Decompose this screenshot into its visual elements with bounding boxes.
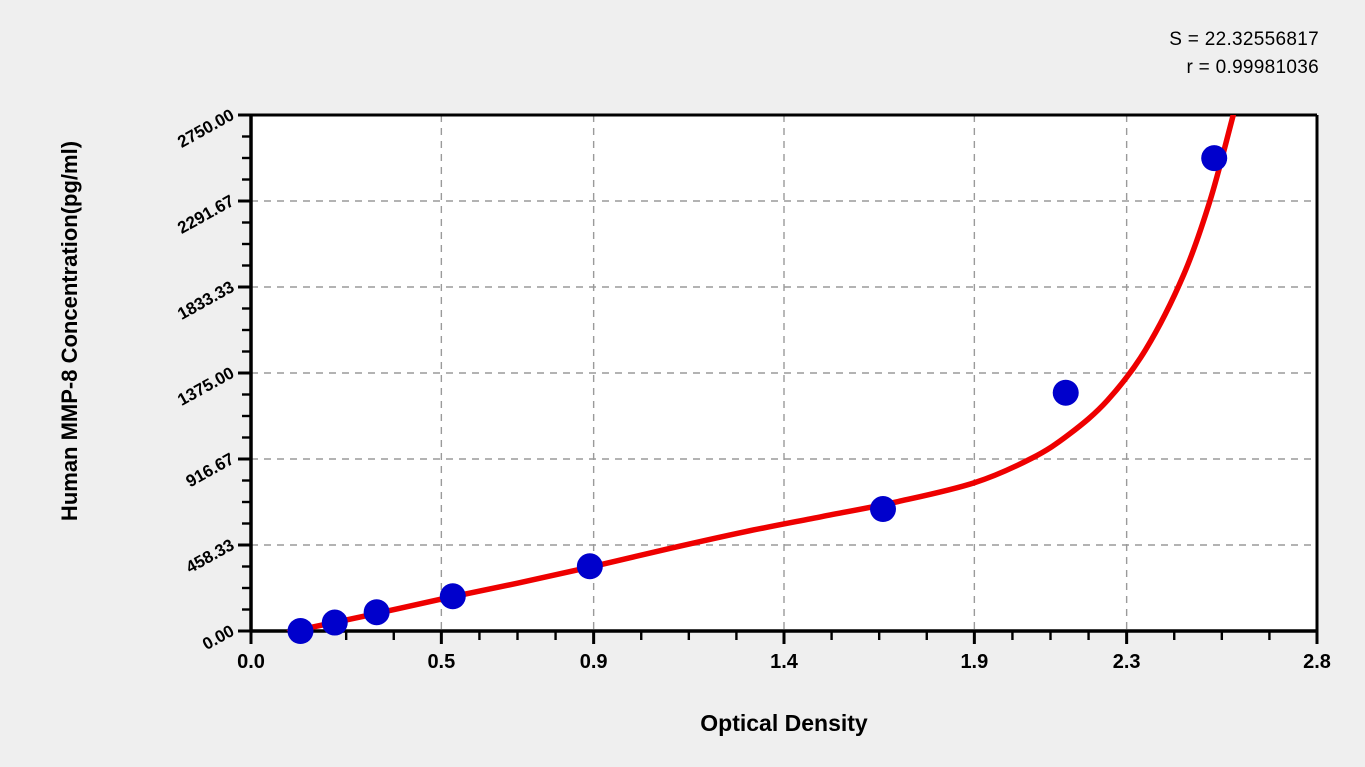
x-tick-label: 2.3 bbox=[1112, 651, 1141, 673]
data-point-marker bbox=[321, 609, 348, 636]
data-point-marker bbox=[1052, 379, 1079, 406]
fitted-curve-line bbox=[286, 115, 1236, 631]
x-tick-label: 0.9 bbox=[579, 651, 608, 673]
data-point-marker bbox=[869, 496, 896, 523]
x-tick-label: 1.9 bbox=[960, 651, 989, 673]
x-axis-title: Optical Density bbox=[700, 710, 868, 736]
x-tick-label: 2.8 bbox=[1303, 651, 1331, 673]
r-value-label: r = 0.99981036 bbox=[1186, 56, 1319, 78]
data-point-marker bbox=[439, 583, 466, 610]
data-point-marker bbox=[1201, 145, 1228, 172]
x-tick-label: 0.0 bbox=[237, 651, 265, 673]
s-value-label: S = 22.32556817 bbox=[1169, 29, 1319, 50]
data-point-marker bbox=[287, 618, 314, 644]
fit-statistics: S = 22.32556817 r = 0.99981036 bbox=[1169, 26, 1319, 81]
x-tick-label: 0.5 bbox=[427, 651, 456, 673]
data-point-marker bbox=[576, 553, 603, 580]
x-tick-label: 1.4 bbox=[770, 651, 798, 673]
data-point-marker bbox=[363, 599, 390, 626]
